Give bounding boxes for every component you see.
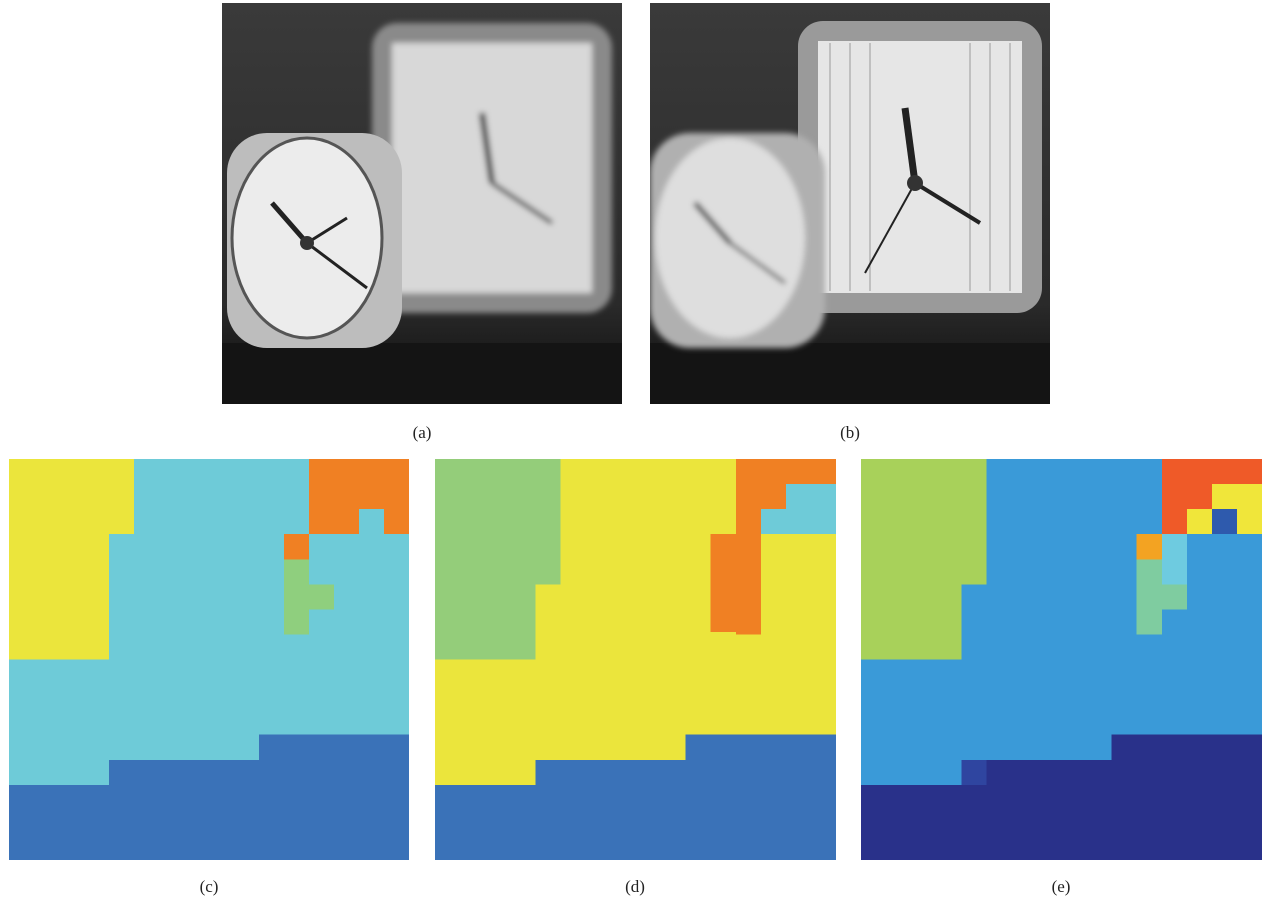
caption: (c): [179, 877, 239, 897]
photo-a: [222, 3, 622, 404]
segmentation-e: [861, 459, 1262, 860]
photo-b: [650, 3, 1050, 404]
caption: (b): [820, 423, 880, 443]
segmentation-d: [435, 459, 836, 860]
figure-page: (a) (b) (c) (d) (e) (() => { const data …: [0, 0, 1265, 902]
segmentation-c: [9, 459, 409, 860]
caption: (d): [605, 877, 665, 897]
caption: (e): [1031, 877, 1091, 897]
caption: (a): [392, 423, 452, 443]
